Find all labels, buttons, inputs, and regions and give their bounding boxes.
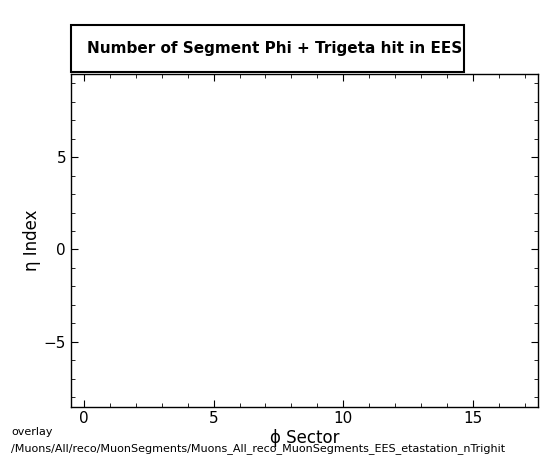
Text: /Muons/All/reco/MuonSegments/Muons_All_reco_MuonSegments_EES_etastation_nTrighit: /Muons/All/reco/MuonSegments/Muons_All_r… bbox=[11, 443, 505, 454]
Text: overlay: overlay bbox=[11, 427, 52, 438]
X-axis label: ϕ Sector: ϕ Sector bbox=[270, 429, 339, 447]
FancyBboxPatch shape bbox=[71, 25, 464, 72]
Y-axis label: η Index: η Index bbox=[23, 209, 41, 271]
Text: Number of Segment Phi + Trigeta hit in EES: Number of Segment Phi + Trigeta hit in E… bbox=[87, 41, 462, 56]
